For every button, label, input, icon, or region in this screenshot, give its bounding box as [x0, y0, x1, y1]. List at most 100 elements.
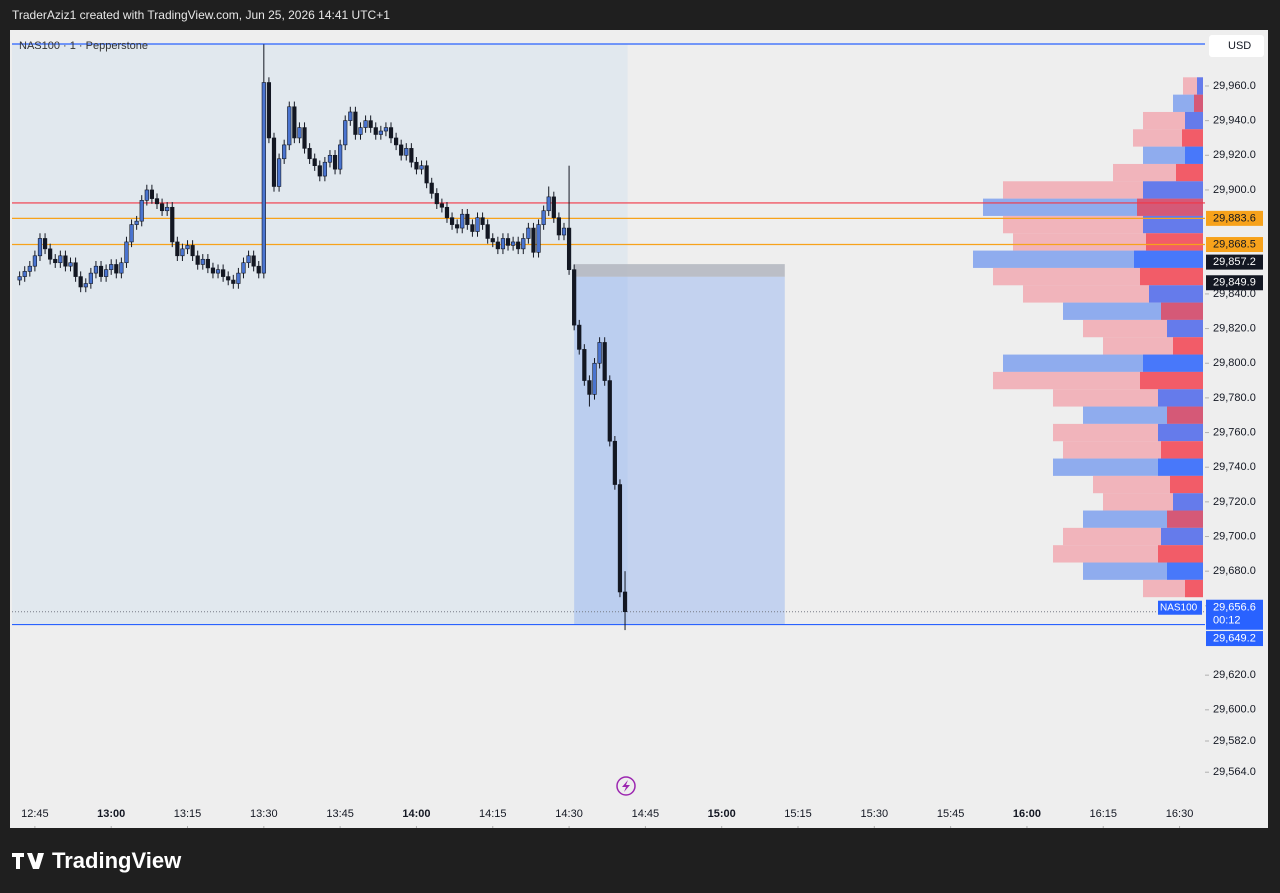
logo: TradingView [12, 848, 182, 873]
candle-body [149, 189, 155, 199]
y-tick-label: 29,760.0 [1213, 426, 1256, 438]
volume-profile-core [1167, 510, 1203, 528]
candle-body [353, 111, 358, 135]
volume-profile-core [1185, 146, 1203, 164]
x-tick-label: 15:30 [861, 808, 889, 820]
candle-body [587, 380, 592, 395]
volume-profile-core [1167, 319, 1203, 338]
volume-profile-core [1149, 285, 1203, 303]
y-tick-label: 29,960.0 [1213, 80, 1256, 92]
candle-body [526, 227, 531, 239]
candle-body [231, 279, 236, 284]
candle-body [307, 148, 312, 160]
candle-body [180, 248, 185, 257]
price-tag [1206, 237, 1263, 253]
price-tag-label: 29,857.2 [1213, 256, 1256, 268]
volume-profile-core [1143, 354, 1203, 372]
y-tick-label: 29,700.0 [1213, 530, 1256, 542]
candle-body [236, 272, 241, 284]
candle-body [429, 182, 434, 194]
candle-body [332, 154, 338, 170]
candle-body [577, 324, 582, 350]
y-tick-label: 29,820.0 [1213, 322, 1256, 334]
price-tag-label: 29,649.2 [1213, 632, 1256, 644]
candle-body [226, 276, 231, 281]
candle-body [546, 196, 551, 212]
candle-body [495, 241, 500, 250]
candle-body [22, 271, 27, 277]
candle-body [505, 238, 511, 246]
candle-body [556, 217, 561, 236]
x-tick-label: 16:15 [1089, 808, 1117, 820]
volume-profile-core [1158, 458, 1203, 476]
session-shade [12, 44, 628, 625]
y-tick-label: 29,680.0 [1213, 565, 1256, 577]
candle-body [500, 238, 506, 250]
price-tag [1206, 631, 1263, 647]
y-tick-label: 29,564.0 [1213, 766, 1256, 778]
candle-body [134, 220, 139, 225]
candle-body [449, 217, 455, 225]
volume-profile-core [1173, 493, 1203, 511]
candle-body [98, 265, 104, 277]
position-target [574, 276, 785, 625]
candle-body [58, 255, 63, 264]
volume-profile-core [1140, 267, 1203, 286]
candle-body [490, 238, 495, 243]
candle-body [327, 154, 333, 163]
candle-body [317, 165, 322, 177]
candle-body [68, 262, 73, 267]
candle-body [154, 198, 160, 205]
symbol-tag: NAS100 [1160, 602, 1198, 613]
volume-profile-core [1185, 111, 1203, 130]
candle-body [42, 238, 48, 250]
candle-body [551, 196, 556, 218]
candle-body [27, 265, 32, 272]
volume-profile-core [1158, 423, 1203, 442]
candle-body [287, 106, 292, 146]
y-tick-label: 29,800.0 [1213, 357, 1256, 369]
volume-profile-core [1158, 545, 1203, 563]
candle-body [221, 269, 226, 277]
candle-body [93, 265, 99, 274]
y-tick-label: 29,600.0 [1213, 704, 1256, 716]
candle-body [261, 82, 266, 274]
candle-body [165, 206, 170, 212]
candle-body [271, 137, 277, 187]
y-tick-label: 29,720.0 [1213, 496, 1256, 508]
candle-body [251, 255, 256, 267]
price-tag-label: 29,849.9 [1213, 277, 1256, 289]
candle-body [114, 264, 119, 274]
candle-body [63, 255, 68, 267]
candle-body [312, 158, 317, 166]
candle-body [358, 127, 363, 135]
candle-body [470, 224, 475, 232]
volume-profile-core [1137, 198, 1203, 216]
candle-body [414, 161, 419, 170]
candle-body [566, 227, 572, 270]
candle-body [399, 144, 404, 156]
candle-body [343, 120, 348, 146]
candle-body [622, 591, 628, 613]
y-tick-label: 29,740.0 [1213, 461, 1256, 473]
volume-profile-core [1197, 77, 1203, 95]
candle-body [363, 120, 368, 128]
plot-layer [12, 43, 1205, 631]
price-tag [1206, 599, 1263, 630]
volume-profile-core [1173, 337, 1203, 355]
x-tick-label: 13:30 [250, 808, 278, 820]
candle-body [455, 224, 460, 229]
candle-body [511, 241, 516, 246]
candle-body [73, 262, 78, 277]
candle-body [516, 241, 521, 250]
candle-body [266, 82, 272, 139]
candle-body [322, 161, 327, 177]
volume-profile-core [1143, 181, 1203, 199]
price-tag [1206, 210, 1263, 226]
candle-body [276, 158, 282, 187]
volume-profile-core [1161, 441, 1203, 459]
candle-body [282, 144, 287, 160]
candle-body [424, 165, 429, 184]
y-tick-label: 29,940.0 [1213, 115, 1256, 127]
